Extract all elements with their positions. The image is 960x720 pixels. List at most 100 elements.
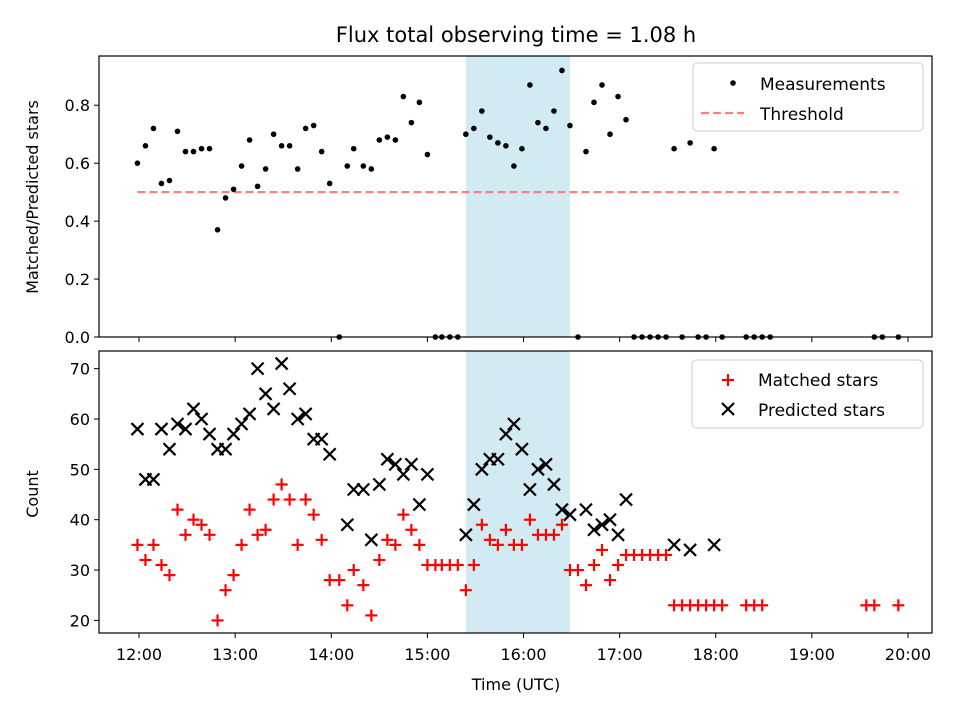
matched-star-point xyxy=(571,564,584,577)
predicted-star-point xyxy=(170,417,185,431)
measurement-point xyxy=(326,180,333,187)
predicted-star-point xyxy=(539,457,553,472)
predicted-star-point xyxy=(619,492,633,507)
top-ytick-label: 0.2 xyxy=(65,270,90,289)
measurement-point xyxy=(615,93,621,100)
measurement-point xyxy=(519,145,525,152)
measurement-point xyxy=(607,131,613,138)
matched-star-point xyxy=(596,543,609,556)
predicted-star-point xyxy=(162,442,177,456)
matched-star-point xyxy=(163,569,176,582)
measurement-point xyxy=(591,99,597,106)
legend-predicted-label: Predicted stars xyxy=(758,401,885,421)
predicted-star-point xyxy=(467,497,481,512)
matched-star-point xyxy=(333,574,346,587)
measurement-point xyxy=(416,99,423,106)
legend-measurements-label: Measurements xyxy=(760,75,886,95)
top-axes-frame xyxy=(98,55,933,338)
measurement-point xyxy=(150,125,157,132)
matched-star-point xyxy=(267,493,280,506)
matched-star-point xyxy=(547,528,560,541)
top-highlight-span xyxy=(465,56,570,337)
predicted-star-point xyxy=(667,538,681,552)
bottom-ytick-label: 60 xyxy=(70,410,90,429)
predicted-star-point xyxy=(475,462,489,477)
bottom-y-ticks: 20 30 40 50 60 70 xyxy=(70,360,99,630)
matched-star-point xyxy=(283,493,296,506)
predicted-star-point xyxy=(396,467,411,482)
measurement-point xyxy=(174,128,181,135)
measurement-point xyxy=(408,119,415,126)
predicted-star-point xyxy=(346,482,361,497)
legend-matched-label: Matched stars xyxy=(758,371,878,391)
xtick-label: 17:00 xyxy=(597,645,643,664)
measurement-point xyxy=(511,163,517,169)
matched-star-point xyxy=(171,503,184,516)
xtick-label: 16:00 xyxy=(500,645,546,664)
bottom-y-axis-label: Count xyxy=(23,470,42,518)
matched-star-point xyxy=(203,528,216,541)
predicted-star-point xyxy=(404,457,419,472)
matched-star-point xyxy=(459,584,472,597)
measurement-point xyxy=(222,195,229,201)
predicted-star-point xyxy=(266,402,281,416)
matched-star-point xyxy=(612,559,625,572)
measurement-point xyxy=(559,67,565,74)
measurement-point xyxy=(190,148,197,155)
predicted-star-point xyxy=(226,427,241,441)
predicted-star-point xyxy=(282,381,297,396)
predicted-star-point xyxy=(579,502,593,517)
matched-star-point xyxy=(147,538,160,551)
measurement-point xyxy=(238,163,245,169)
measurement-point xyxy=(214,227,221,233)
measurement-point xyxy=(527,82,533,88)
bottom-legend-box xyxy=(691,359,924,429)
predicted-star-point xyxy=(234,417,249,431)
bottom-data-marks xyxy=(130,356,905,627)
top-ytick-label: 0.8 xyxy=(65,96,90,115)
predicted-star-point xyxy=(459,528,473,542)
matched-star-point xyxy=(341,599,354,612)
measurement-point xyxy=(599,82,605,88)
predicted-star-point xyxy=(603,512,617,527)
measurement-point xyxy=(535,119,541,126)
top-legend: Measurements Threshold xyxy=(692,62,924,132)
measurement-point xyxy=(230,186,237,193)
matched-star-point xyxy=(491,538,504,551)
matched-star-point xyxy=(405,523,418,536)
measurement-point xyxy=(278,143,285,149)
predicted-star-point xyxy=(587,522,601,537)
predicted-star-point xyxy=(322,447,337,462)
measurement-point xyxy=(262,166,269,172)
matched-star-point xyxy=(892,599,905,612)
measurement-point xyxy=(567,122,573,129)
measurement-point xyxy=(158,180,165,187)
top-y-axis-label: Matched/Predicted stars xyxy=(23,100,42,294)
measurement-point xyxy=(134,160,141,166)
matched-star-point xyxy=(315,533,328,546)
matched-star-point xyxy=(660,548,673,561)
top-y-ticks: 0.0 0.2 0.4 0.6 0.8 xyxy=(65,96,99,347)
predicted-star-point xyxy=(146,472,161,487)
measurement-point xyxy=(623,116,629,123)
matched-star-point xyxy=(868,599,881,612)
predicted-star-point xyxy=(242,407,257,421)
predicted-star-point xyxy=(364,533,379,547)
predicted-star-point xyxy=(491,452,505,467)
predicted-star-point xyxy=(194,412,209,426)
measurement-point xyxy=(551,108,557,114)
predicted-star-point xyxy=(356,482,371,497)
measurement-point xyxy=(503,143,509,149)
measurement-point xyxy=(495,140,501,146)
x-axis-label: Time (UTC) xyxy=(471,675,560,694)
matched-star-point xyxy=(756,599,769,612)
predicted-star-point xyxy=(388,457,403,472)
matched-star-point xyxy=(211,614,224,627)
matched-star-point xyxy=(451,559,464,572)
matched-star-point xyxy=(195,518,208,531)
top-panel: 0.00.20.40.60.8 Matched/Predicted stars … xyxy=(23,55,933,347)
xtick-label: 20:00 xyxy=(885,645,931,664)
matched-star-point xyxy=(515,538,528,551)
predicted-star-point xyxy=(531,462,545,477)
xtick-label: 18:00 xyxy=(693,645,739,664)
